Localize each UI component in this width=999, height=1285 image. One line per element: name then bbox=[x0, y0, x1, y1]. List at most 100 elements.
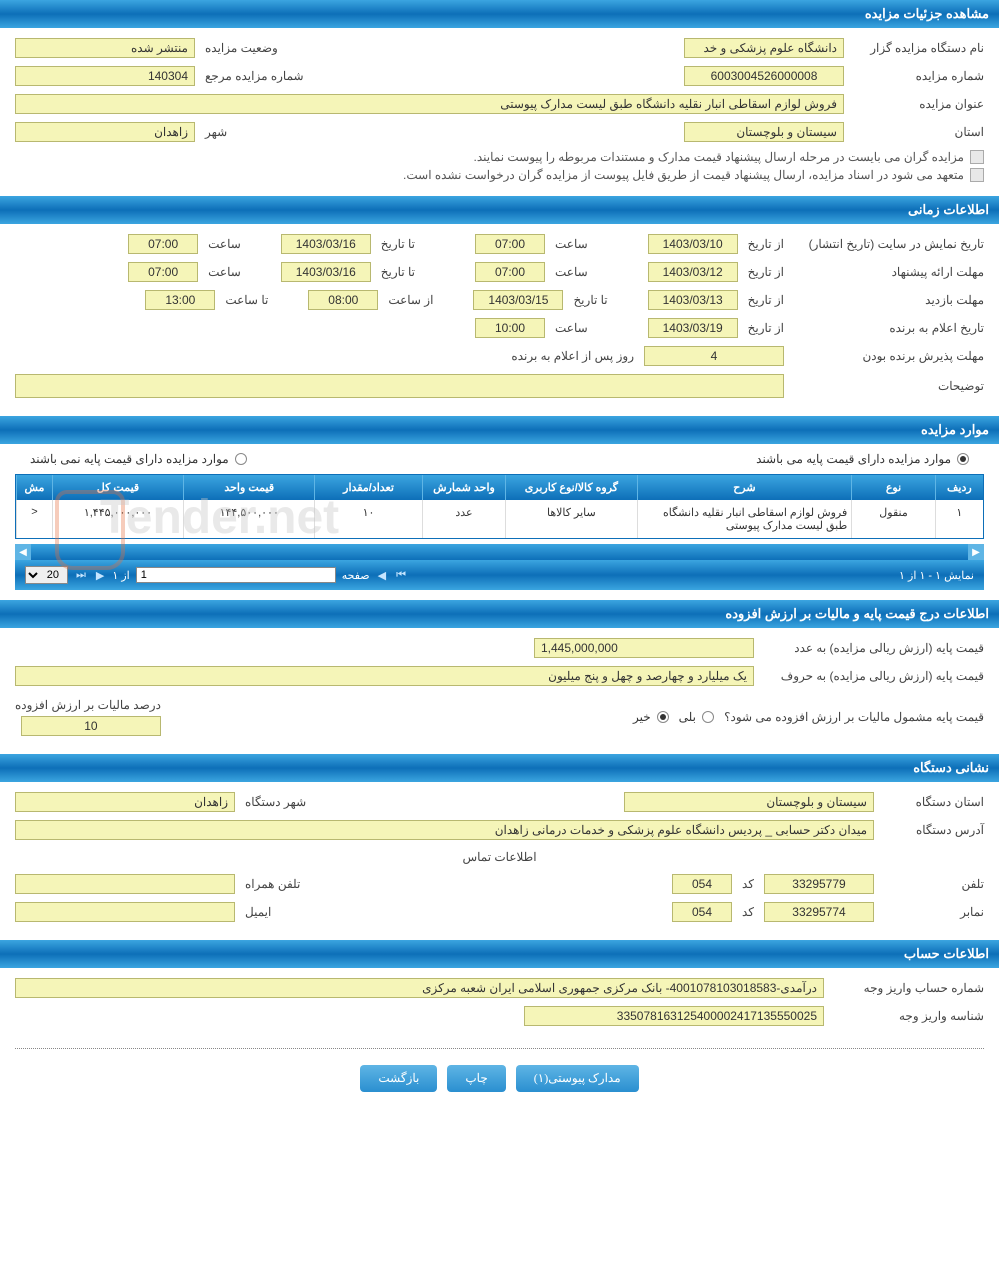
vat-no-label: خیر bbox=[633, 710, 651, 724]
cell-total-price: ۱,۴۴۵,۰۰۰,۰۰۰ bbox=[52, 500, 183, 538]
base-num-label: قیمت پایه (ارزش ریالی مزایده) به عدد bbox=[764, 641, 984, 655]
winner-time: 10:00 bbox=[475, 318, 545, 338]
display-from-date: 1403/03/10 bbox=[648, 234, 738, 254]
base-text-label: قیمت پایه (ارزش ریالی مزایده) به حروف bbox=[764, 669, 984, 683]
table-row[interactable]: ۱ منقول فروش لوازم اسقاطی انبار نقلیه دا… bbox=[17, 500, 984, 538]
base-num-value: 1,445,000,000 bbox=[534, 638, 754, 658]
pager-size-select[interactable]: 20 bbox=[25, 566, 68, 584]
phone-code-label: کد bbox=[742, 877, 754, 891]
time-label-1: ساعت bbox=[555, 237, 588, 251]
pager-prev-icon[interactable]: ◀ bbox=[376, 569, 388, 582]
auction-no-label: شماره مزایده bbox=[854, 69, 984, 83]
pager-first-icon[interactable]: ⏮ bbox=[394, 569, 408, 582]
col-unit-price: قیمت واحد bbox=[184, 475, 315, 500]
time-label-4: ساعت bbox=[208, 265, 241, 279]
col-type: نوع bbox=[852, 475, 936, 500]
proposal-from-date: 1403/03/12 bbox=[648, 262, 738, 282]
radio-has-base[interactable] bbox=[957, 453, 969, 465]
col-extra: مش bbox=[17, 475, 53, 500]
display-to-date: 1403/03/16 bbox=[281, 234, 371, 254]
pager-of-label: از ۱ bbox=[112, 569, 129, 582]
ref-no-label: شماره مزایده مرجع bbox=[205, 69, 304, 83]
radio-no-base-label: موارد مزایده دارای قیمت پایه نمی باشند bbox=[30, 452, 229, 466]
section-header-timing: اطلاعات زمانی bbox=[0, 196, 999, 224]
vat-no-radio[interactable] bbox=[657, 711, 669, 723]
col-qty: تعداد/مقدار bbox=[315, 475, 422, 500]
checkbox-1[interactable] bbox=[970, 150, 984, 164]
visit-to-time: 13:00 bbox=[145, 290, 215, 310]
visit-from-date: 1403/03/13 bbox=[648, 290, 738, 310]
attachments-button[interactable]: مدارک پیوستی(۱) bbox=[516, 1065, 639, 1092]
pager-next-icon[interactable]: ▶ bbox=[94, 569, 106, 582]
visit-to-date: 1403/03/15 bbox=[473, 290, 563, 310]
print-button[interactable]: چاپ bbox=[447, 1065, 505, 1092]
deposit-id-value: 335078163125400002417135550025 bbox=[524, 1006, 824, 1026]
deposit-id-label: شناسه واریز وجه bbox=[834, 1009, 984, 1023]
cell-row-no: ۱ bbox=[935, 500, 983, 538]
section-header-items: موارد مزایده bbox=[0, 416, 999, 444]
col-group: گروه کالا/نوع کاربری bbox=[506, 475, 637, 500]
cell-group: سایر کالاها bbox=[506, 500, 637, 538]
pager-page-label: صفحه bbox=[342, 569, 370, 582]
checkbox-2-label: متعهد می شود در اسناد مزایده، ارسال پیشن… bbox=[403, 168, 964, 182]
col-row-no: ردیف bbox=[935, 475, 983, 500]
base-text-value: یک میلیارد و چهارصد و چهل و پنج میلیون bbox=[15, 666, 754, 686]
col-total-price: قیمت کل bbox=[52, 475, 183, 500]
radio-no-base[interactable] bbox=[235, 453, 247, 465]
city-value: زاهدان bbox=[15, 122, 195, 142]
status-label: وضعیت مزایده bbox=[205, 41, 278, 55]
scroll-left-icon[interactable]: ◀ bbox=[15, 544, 31, 560]
accept-value: 4 bbox=[644, 346, 784, 366]
cell-qty: ۱۰ bbox=[315, 500, 422, 538]
display-label: تاریخ نمایش در سایت (تاریخ انتشار) bbox=[794, 237, 984, 251]
section-header-address: نشانی دستگاه bbox=[0, 754, 999, 782]
cell-extra[interactable]: < bbox=[17, 500, 53, 538]
addr-province-label: استان دستگاه bbox=[884, 795, 984, 809]
visit-from-time: 08:00 bbox=[308, 290, 378, 310]
section-header-details: مشاهده جزئیات مزایده bbox=[0, 0, 999, 28]
from-date-label-4: از تاریخ bbox=[748, 321, 784, 335]
desc-label: توضیحات bbox=[794, 379, 984, 393]
radio-has-base-label: موارد مزایده دارای قیمت پایه می باشند bbox=[756, 452, 951, 466]
checkbox-2[interactable] bbox=[970, 168, 984, 182]
from-date-label-3: از تاریخ bbox=[748, 293, 784, 307]
deposit-label: شماره حساب واریز وجه bbox=[834, 981, 984, 995]
back-button[interactable]: بازگشت bbox=[360, 1065, 437, 1092]
pager-page-input[interactable] bbox=[136, 567, 336, 583]
scroll-right-icon[interactable]: ▶ bbox=[968, 544, 984, 560]
to-date-label-3: تا تاریخ bbox=[573, 293, 607, 307]
city-label: شهر bbox=[205, 125, 227, 139]
col-unit: واحد شمارش bbox=[422, 475, 506, 500]
cell-unit-price: ۱۴۴,۵۰۰,۰۰۰ bbox=[184, 500, 315, 538]
accept-label: مهلت پذیرش برنده بودن bbox=[794, 349, 984, 363]
display-from-time: 07:00 bbox=[475, 234, 545, 254]
deposit-value: درآمدی-4001078103018583- بانک مرکزی جمهو… bbox=[15, 978, 824, 998]
phone-label: تلفن bbox=[884, 877, 984, 891]
to-time-label: تا ساعت bbox=[225, 293, 268, 307]
visit-label: مهلت بازدید bbox=[794, 293, 984, 307]
time-label-3: ساعت bbox=[555, 265, 588, 279]
proposal-to-time: 07:00 bbox=[128, 262, 198, 282]
proposal-label: مهلت ارائه پیشنهاد bbox=[794, 265, 984, 279]
section-header-price: اطلاعات درج قیمت پایه و مالیات بر ارزش ا… bbox=[0, 600, 999, 628]
separator bbox=[15, 1048, 984, 1049]
time-label-2: ساعت bbox=[208, 237, 241, 251]
vat-yes-radio[interactable] bbox=[702, 711, 714, 723]
email-value bbox=[15, 902, 235, 922]
vat-q-label: قیمت پایه مشمول مالیات بر ارزش افزوده می… bbox=[724, 710, 984, 724]
time-label-5: ساعت bbox=[555, 321, 588, 335]
phone-code-value: 054 bbox=[672, 874, 732, 894]
desc-value bbox=[15, 374, 784, 398]
cell-type: منقول bbox=[852, 500, 936, 538]
addr-city-label: شهر دستگاه bbox=[245, 795, 306, 809]
proposal-to-date: 1403/03/16 bbox=[281, 262, 371, 282]
pager-bar: نمایش ۱ - ۱ از ۱ ⏮ ◀ صفحه از ۱ ▶ ⏭ 20 bbox=[15, 560, 984, 590]
org-value: دانشگاه علوم پزشکی و خد bbox=[684, 38, 844, 58]
section-header-account: اطلاعات حساب bbox=[0, 940, 999, 968]
province-value: سیستان و بلوچستان bbox=[684, 122, 844, 142]
pager-last-icon[interactable]: ⏭ bbox=[74, 569, 88, 582]
cell-unit: عدد bbox=[422, 500, 506, 538]
to-date-label-2: تا تاریخ bbox=[381, 265, 415, 279]
horizontal-scrollbar[interactable]: ▶ ◀ bbox=[15, 544, 984, 560]
winner-date: 1403/03/19 bbox=[648, 318, 738, 338]
